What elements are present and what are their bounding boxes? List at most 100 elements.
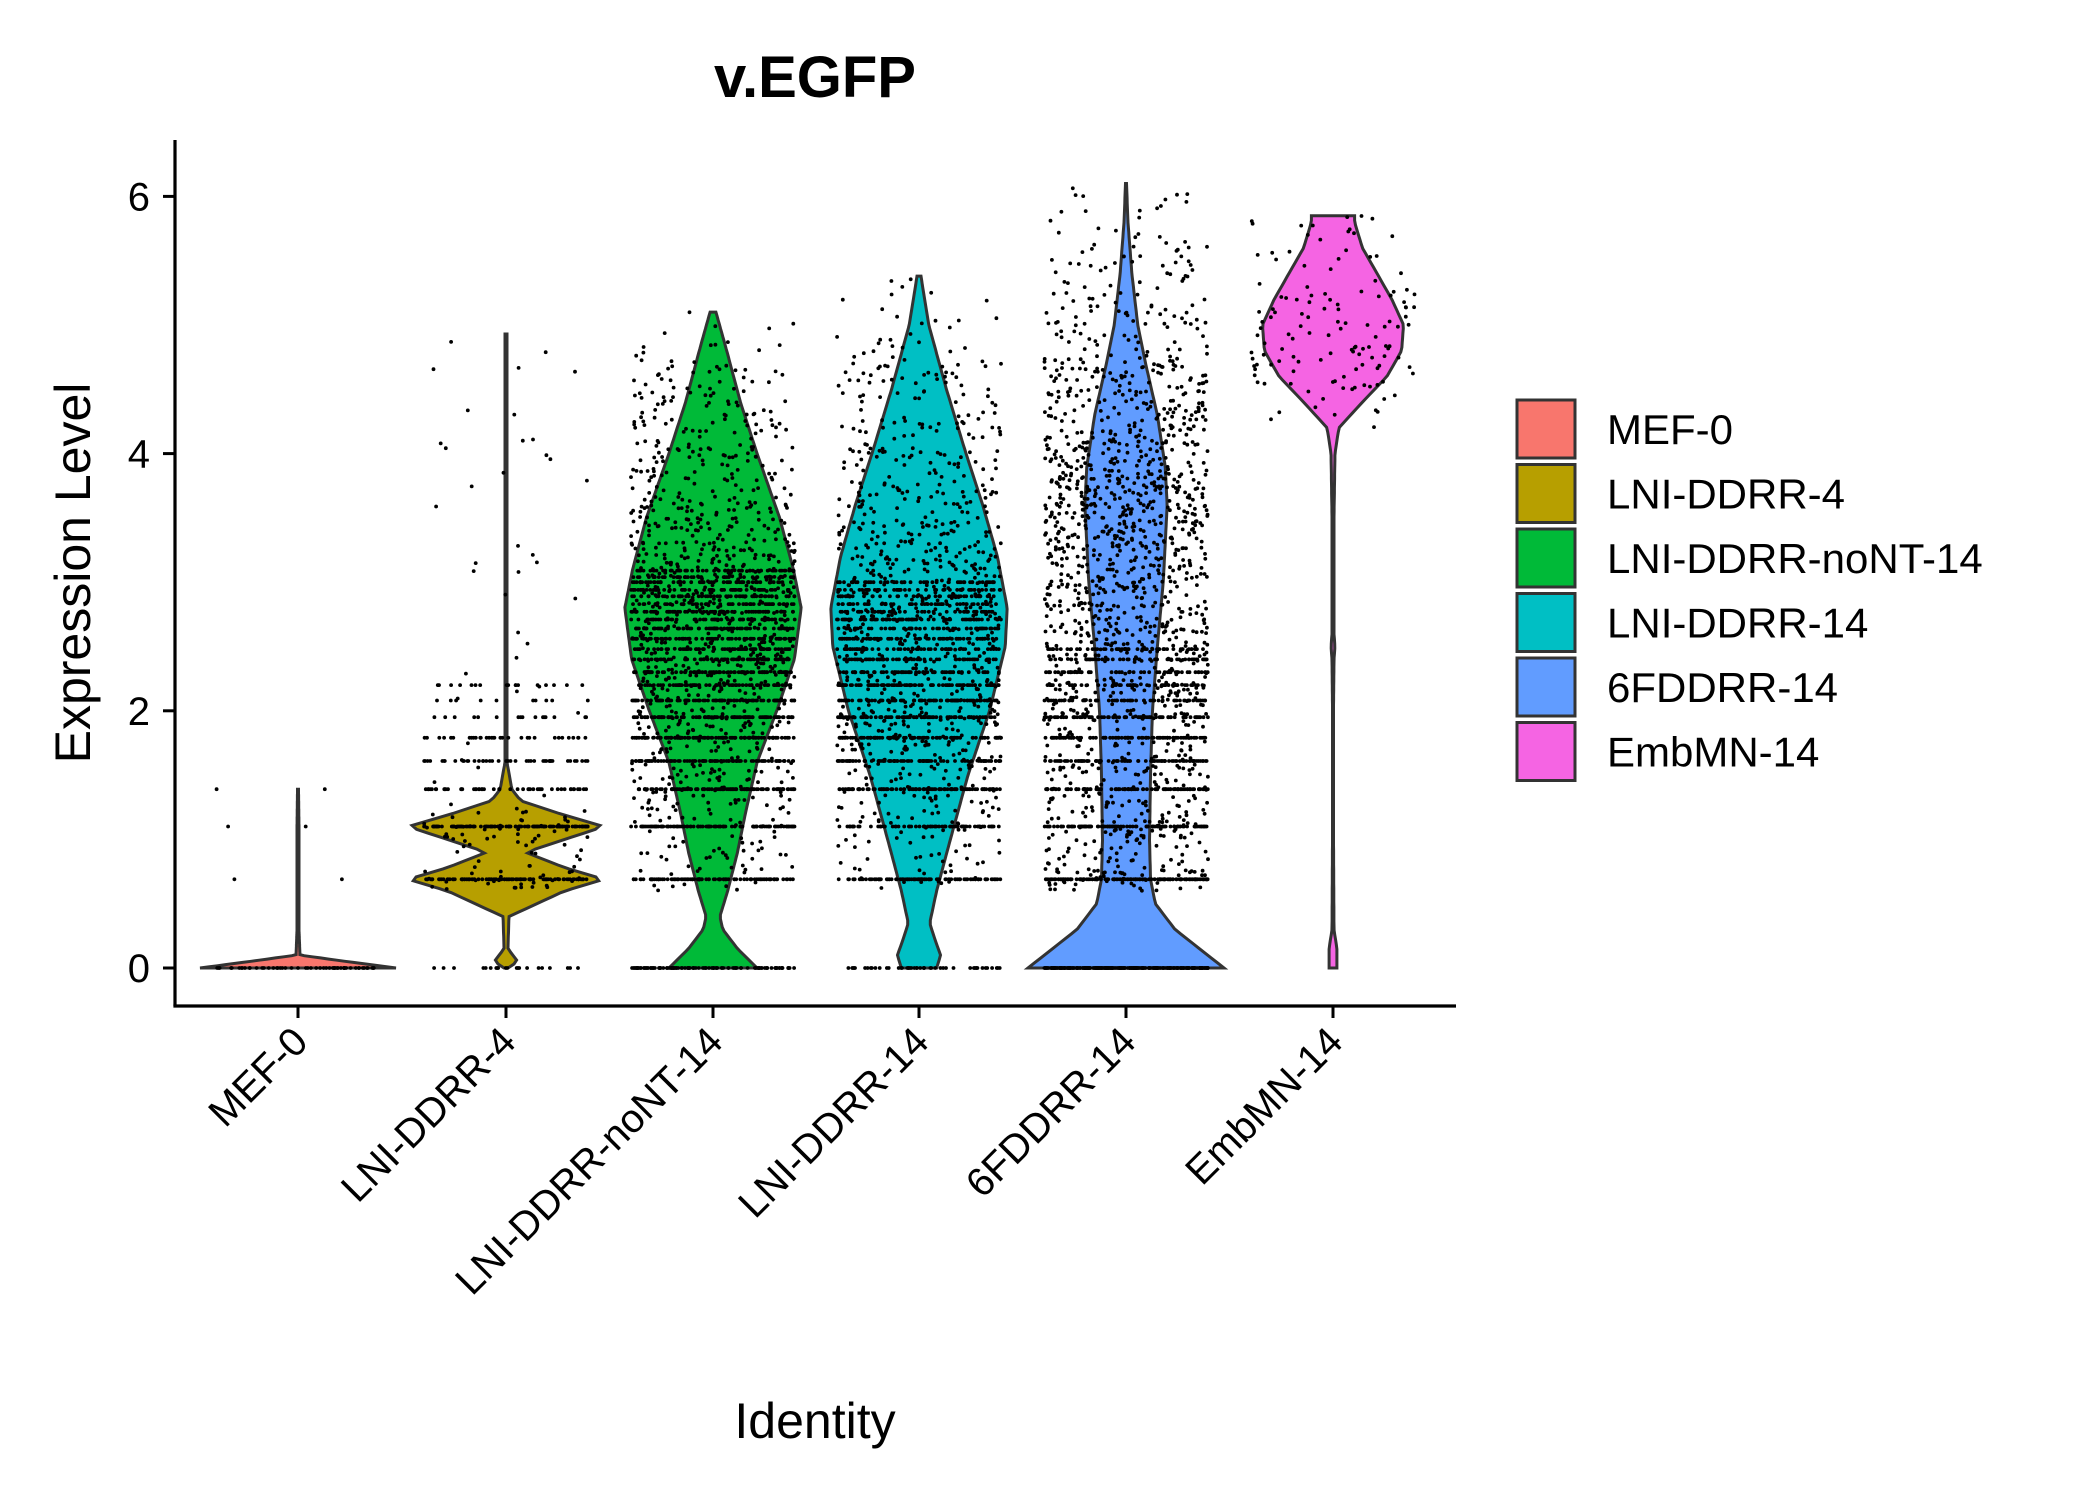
data-point <box>741 594 746 599</box>
data-point <box>660 670 665 675</box>
data-point <box>903 609 907 614</box>
data-point <box>648 698 653 703</box>
data-point <box>745 670 749 675</box>
data-point <box>748 636 753 641</box>
data-point <box>666 824 671 829</box>
data-point <box>964 602 969 606</box>
data-point <box>914 640 919 645</box>
data-point <box>976 647 981 651</box>
data-point <box>686 594 691 599</box>
data-point <box>972 588 977 592</box>
data-point <box>685 744 689 749</box>
data-point <box>651 966 656 970</box>
data-point <box>986 633 990 638</box>
data-point <box>836 513 841 518</box>
data-point <box>930 834 935 839</box>
data-point <box>973 575 977 580</box>
data-point <box>994 602 998 606</box>
data-point <box>688 390 693 395</box>
data-point <box>924 701 929 706</box>
data-point <box>740 840 745 845</box>
data-point <box>422 824 426 829</box>
data-point <box>539 787 544 792</box>
data-point <box>631 602 635 606</box>
data-point <box>988 614 993 619</box>
data-point <box>984 787 989 792</box>
data-point <box>984 530 988 534</box>
data-point <box>744 609 748 614</box>
data-point <box>953 609 957 614</box>
data-point <box>776 559 781 564</box>
data-point <box>434 504 438 509</box>
data-point <box>650 591 655 596</box>
data-point <box>638 658 643 663</box>
data-point <box>872 787 877 792</box>
data-point <box>715 636 720 641</box>
data-point <box>713 324 718 329</box>
data-point <box>695 869 700 873</box>
data-point <box>637 683 641 687</box>
data-point <box>687 499 692 503</box>
data-point <box>667 782 671 786</box>
data-point <box>766 698 771 703</box>
data-point <box>647 636 652 641</box>
data-point <box>654 594 659 599</box>
data-point <box>737 683 742 687</box>
data-point <box>766 759 771 763</box>
data-point <box>844 644 849 648</box>
data-point <box>941 683 945 687</box>
data-point <box>705 657 710 662</box>
data-point <box>671 501 676 506</box>
data-point <box>770 588 775 592</box>
data-point <box>777 719 782 724</box>
data-point <box>639 759 644 763</box>
data-point <box>738 664 743 668</box>
data-point <box>966 413 971 418</box>
data-point <box>909 759 914 763</box>
data-point <box>712 601 716 606</box>
data-point <box>710 489 715 494</box>
data-point <box>984 588 988 592</box>
data-point <box>881 787 885 792</box>
data-point <box>570 869 574 874</box>
data-point <box>733 787 737 792</box>
data-point <box>513 885 518 890</box>
data-point <box>522 877 526 882</box>
data-point <box>756 665 761 670</box>
data-point <box>979 721 983 726</box>
data-point <box>975 698 979 703</box>
data-point <box>701 793 706 798</box>
data-point <box>437 683 441 687</box>
data-point <box>858 657 863 662</box>
data-point <box>876 728 881 733</box>
data-point <box>718 594 722 599</box>
data-point <box>494 698 499 703</box>
data-point <box>901 790 906 795</box>
data-point <box>327 966 332 970</box>
data-point <box>958 609 962 614</box>
data-point <box>768 664 773 669</box>
data-point <box>860 650 864 654</box>
data-point <box>983 715 987 720</box>
data-point <box>692 657 697 662</box>
data-point <box>747 546 752 551</box>
data-point <box>694 540 699 544</box>
data-point <box>660 455 664 459</box>
data-point <box>634 636 639 641</box>
data-point <box>739 568 744 573</box>
data-point <box>846 593 850 598</box>
data-point <box>749 436 753 441</box>
data-point <box>768 506 772 511</box>
data-point <box>639 715 644 720</box>
data-point <box>303 824 308 829</box>
data-point <box>902 434 907 438</box>
data-point <box>460 877 465 882</box>
data-point <box>664 857 669 862</box>
data-point <box>728 594 733 599</box>
data-point <box>720 966 724 970</box>
data-point <box>563 815 567 820</box>
data-point <box>924 666 928 671</box>
data-point <box>711 547 716 552</box>
data-point <box>527 735 532 740</box>
data-point <box>986 647 990 651</box>
